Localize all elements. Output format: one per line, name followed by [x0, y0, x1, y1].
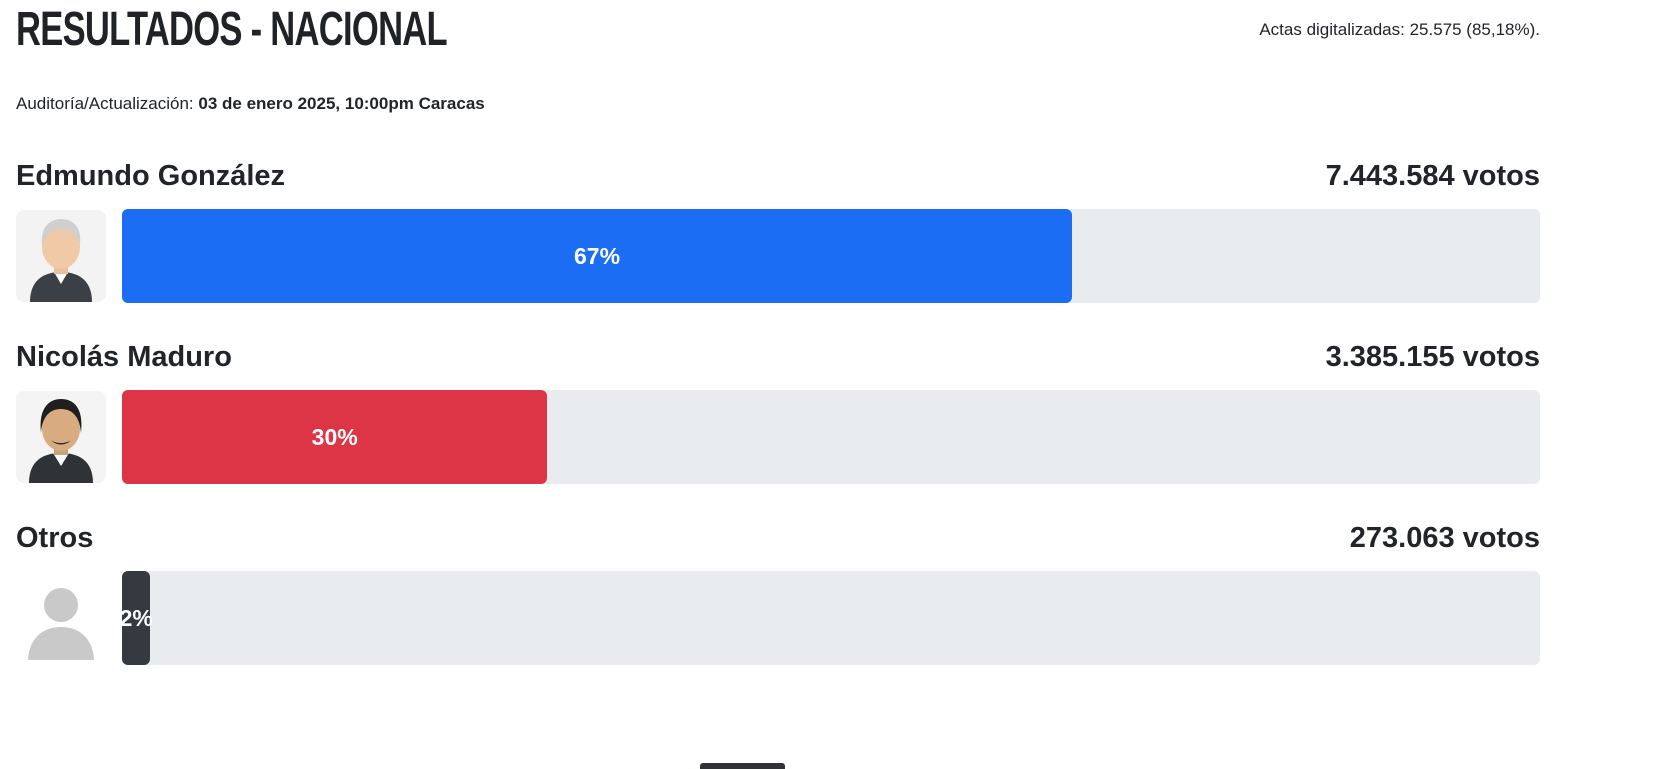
percent-label: 2% [119, 604, 153, 631]
results-page: RESULTADOS - NACIONAL Actas digitalizada… [16, 4, 1540, 665]
generic-person-avatar [16, 572, 106, 664]
candidate-votes: 273.063 votos [1349, 522, 1540, 554]
header: RESULTADOS - NACIONAL Actas digitalizada… [16, 4, 1540, 54]
candidate-row-otros: Otros 273.063 votos 2% [16, 522, 1540, 665]
audit-timestamp: 03 de enero 2025, 10:00pm Caracas [198, 94, 485, 113]
candidate-name: Edmundo González [16, 160, 286, 192]
vote-bar-fill-red: 30% [122, 390, 548, 484]
vote-bar-track: 67% [122, 209, 1540, 303]
audit-update-line: Auditoría/Actualización: 03 de enero 202… [16, 94, 1540, 114]
candidate-votes: 3.385.155 votos [1325, 341, 1540, 373]
audit-label: Auditoría/Actualización: [16, 94, 194, 113]
candidate-name: Nicolás Maduro [16, 341, 232, 373]
actas-digitalizadas-status: Actas digitalizadas: 25.575 (85,18%). [1259, 20, 1540, 39]
vote-bar-track: 2% [119, 571, 1540, 665]
candidate-row-nicolas-maduro: Nicolás Maduro 3.385.155 votos 30% [16, 341, 1540, 484]
candidate-row-edmundo-gonzalez: Edmundo González 7.443.584 votos 67% [16, 160, 1540, 303]
nicolas-maduro-photo-avatar [16, 391, 106, 483]
vote-bar-track: 30% [122, 390, 1540, 484]
vote-bar-fill-dark: 2% [119, 571, 153, 665]
candidate-votes: 7.443.584 votos [1325, 160, 1540, 192]
candidate-name: Otros [16, 522, 94, 554]
edmundo-gonzalez-photo-avatar [16, 210, 106, 302]
vote-bar-fill-blue: 67% [122, 209, 1073, 303]
percent-label: 30% [311, 423, 358, 450]
partial-footer-element [700, 763, 785, 769]
percent-label: 67% [574, 242, 621, 269]
page-title: RESULTADOS - NACIONAL [16, 3, 448, 56]
